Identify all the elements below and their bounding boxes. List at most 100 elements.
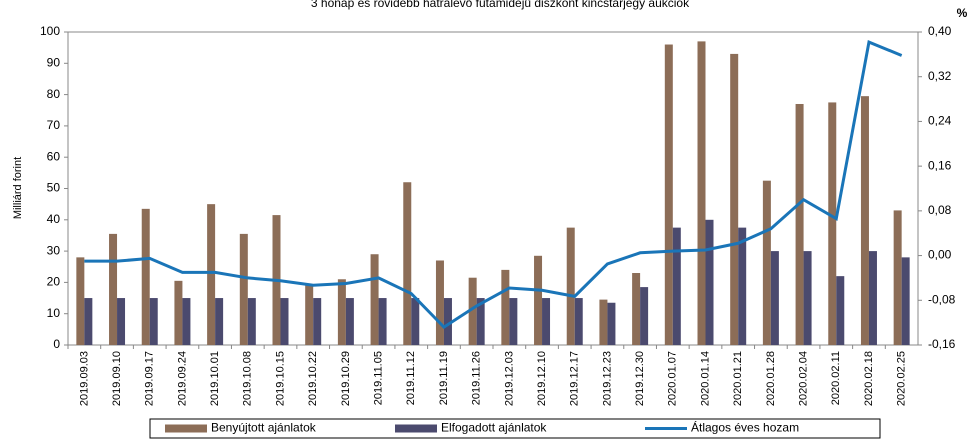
bar [76, 257, 85, 345]
legend-label: Átlagos éves hozam [691, 420, 799, 435]
bar [411, 298, 420, 345]
bar [828, 102, 837, 345]
legend-label: Benyújtott ajánlatok [211, 421, 317, 435]
x-tick-label: 2020.02.11 [830, 351, 842, 405]
bar [182, 298, 191, 345]
bar [280, 298, 289, 345]
x-tick-label: 2020.01.07 [667, 351, 679, 406]
y-tick-label: 10 [47, 306, 61, 320]
y2-tick-label: -0,16 [928, 337, 956, 351]
y2-tick-label: 0,00 [928, 248, 952, 262]
bar [345, 298, 354, 345]
x-tick-label: 2020.02.04 [797, 351, 809, 406]
bar [247, 298, 256, 345]
y-tick-label: 30 [47, 243, 61, 257]
bar [403, 182, 412, 345]
y-tick-label: 90 [47, 55, 61, 69]
y-tick-label: 100 [40, 24, 60, 38]
x-tick-label: 2019.12.03 [503, 351, 515, 406]
x-tick-label: 2019.12.23 [601, 351, 613, 406]
x-tick-label: 2020.01.28 [765, 351, 777, 406]
bar [672, 227, 681, 345]
legend-label: Elfogadott ajánlatok [441, 421, 547, 435]
y-tick-label: 80 [47, 87, 61, 101]
x-tick-label: 2019.12.30 [634, 351, 646, 406]
bar [117, 298, 126, 345]
bar [370, 254, 379, 345]
bar [697, 41, 706, 345]
x-tick-label: 2019.10.08 [242, 351, 254, 406]
bar [109, 233, 118, 345]
y-tick-label: 40 [47, 212, 61, 226]
bar [770, 251, 779, 345]
bar [378, 298, 387, 345]
bar [542, 298, 551, 345]
y-tick-label: 60 [47, 149, 61, 163]
legend-box [149, 418, 881, 439]
bar [795, 103, 804, 346]
x-tick-label: 2019.09.24 [176, 351, 188, 406]
bar [534, 255, 543, 345]
bar [607, 302, 616, 345]
bar [84, 298, 93, 345]
y-tick-label: 20 [47, 275, 61, 289]
bar [836, 276, 845, 345]
x-tick-label: 2019.11.26 [471, 351, 483, 405]
bar [305, 283, 314, 345]
x-tick-label: 2019.11.05 [372, 351, 384, 405]
bar [443, 298, 452, 345]
bar [313, 298, 322, 345]
x-tick-label: 2019.10.01 [209, 351, 221, 406]
bar [476, 298, 485, 345]
x-tick-label: 2019.11.12 [405, 351, 417, 405]
x-tick-label: 2019.09.03 [78, 351, 90, 406]
bar [664, 44, 673, 346]
bar [574, 298, 583, 345]
bar [640, 287, 649, 345]
bar [803, 251, 812, 345]
bar [337, 279, 346, 345]
bar [174, 280, 183, 345]
y-tick-label: 50 [47, 181, 61, 195]
x-tick-label: 2019.10.29 [340, 351, 352, 406]
bar [632, 273, 641, 345]
y2-tick-label: 0,40 [928, 24, 952, 38]
y2-tick-label: 0,24 [928, 114, 952, 128]
x-tick-label: 2020.01.14 [699, 351, 711, 406]
chart-title: 3 hónap és rövidebb hátralévő futamidejű… [311, 0, 690, 10]
y2-axis-label: % [957, 6, 968, 20]
bar [901, 257, 910, 345]
bar [509, 298, 518, 345]
bar [435, 260, 444, 345]
bar [762, 180, 771, 345]
bar [207, 204, 216, 345]
x-tick-label: 2019.12.10 [536, 351, 548, 406]
bar [501, 269, 510, 345]
bar [860, 96, 869, 345]
bar [599, 299, 608, 345]
bar [239, 233, 248, 345]
y2-tick-label: 0,32 [928, 69, 952, 83]
x-tick-label: 2019.09.10 [111, 351, 123, 406]
y2-tick-label: -0,08 [928, 292, 956, 306]
y2-tick-label: 0,16 [928, 158, 952, 172]
bar [215, 298, 224, 345]
x-tick-label: 2019.10.22 [307, 351, 319, 406]
y-axis-label: Milliárd forint [12, 157, 24, 219]
bar [566, 227, 575, 345]
x-tick-label: 2020.01.21 [732, 351, 744, 406]
x-tick-label: 2020.02.18 [863, 351, 875, 406]
y2-tick-label: 0,08 [928, 203, 952, 217]
line [84, 39, 903, 330]
bar [893, 210, 902, 345]
bar [868, 251, 877, 345]
x-tick-label: 2019.10.15 [274, 351, 286, 406]
x-tick-label: 2019.11.19 [438, 351, 450, 405]
bar [705, 219, 714, 345]
x-tick-label: 2019.12.17 [569, 351, 581, 406]
bar [730, 53, 739, 345]
x-tick-label: 2019.09.17 [144, 351, 156, 406]
bar [738, 227, 747, 345]
bar [141, 208, 150, 345]
